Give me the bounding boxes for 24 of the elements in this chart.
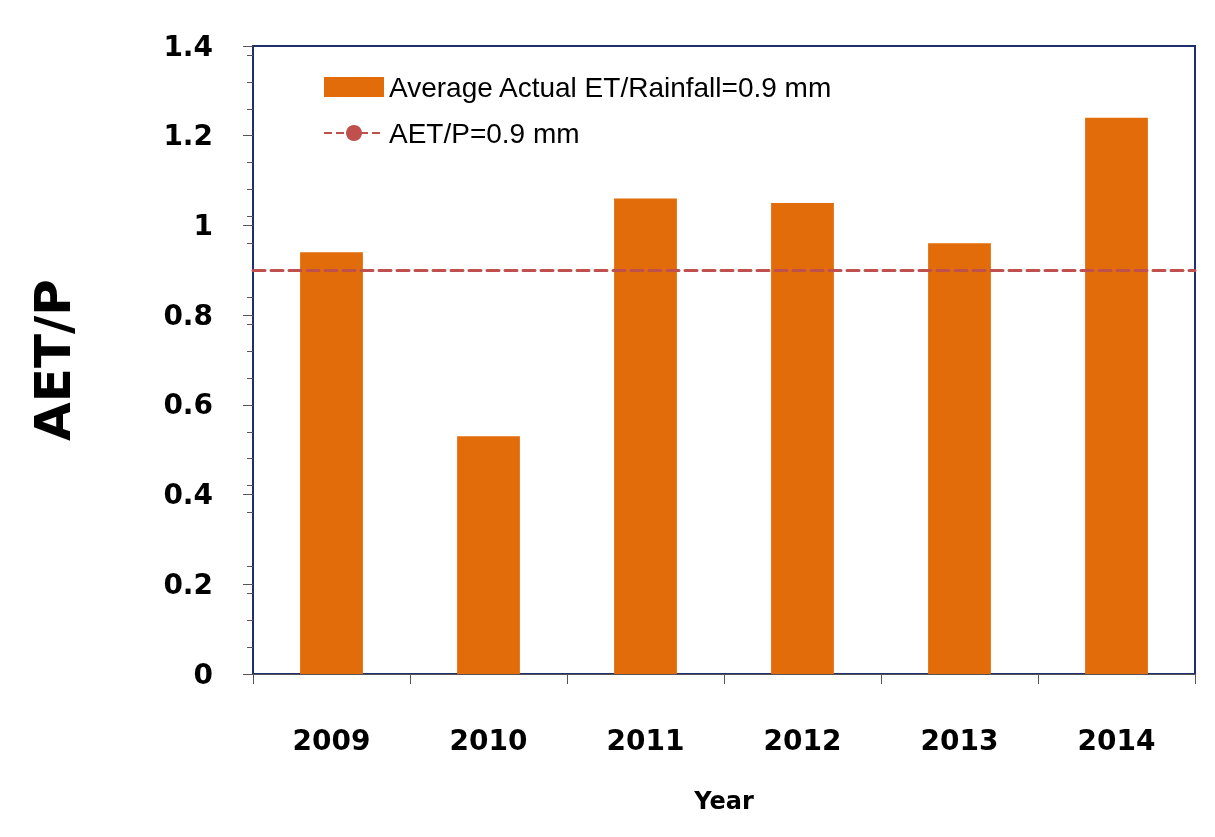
bar <box>771 203 834 674</box>
legend-label: Average Actual ET/Rainfall=0.9 mm <box>389 71 832 103</box>
x-tick-label: 2011 <box>606 723 685 757</box>
x-tick-label: 2014 <box>1077 723 1156 757</box>
y-tick-label: 0.2 <box>163 567 213 601</box>
bar <box>928 243 991 674</box>
y-tick-label: 0.8 <box>163 298 213 332</box>
legend-label: AET/P=0.9 mm <box>389 117 580 149</box>
y-tick-label: 1.4 <box>163 29 213 63</box>
x-tick-label: 2012 <box>763 723 842 757</box>
bar <box>614 198 677 674</box>
y-tick-label: 0 <box>193 657 213 691</box>
x-tick-label: 2013 <box>920 723 999 757</box>
x-axis-title: Year <box>693 787 754 815</box>
y-tick-label: 1.2 <box>163 119 213 153</box>
bar <box>1085 117 1148 674</box>
y-tick-label: 0.4 <box>163 478 213 512</box>
y-axis-title: AET/P <box>24 279 82 441</box>
bar <box>300 252 363 674</box>
y-tick-label: 0.6 <box>163 388 213 422</box>
x-tick-label: 2010 <box>449 723 528 757</box>
y-tick-label: 1 <box>193 208 213 242</box>
x-tick-label: 2009 <box>292 723 371 757</box>
bar <box>457 436 520 674</box>
